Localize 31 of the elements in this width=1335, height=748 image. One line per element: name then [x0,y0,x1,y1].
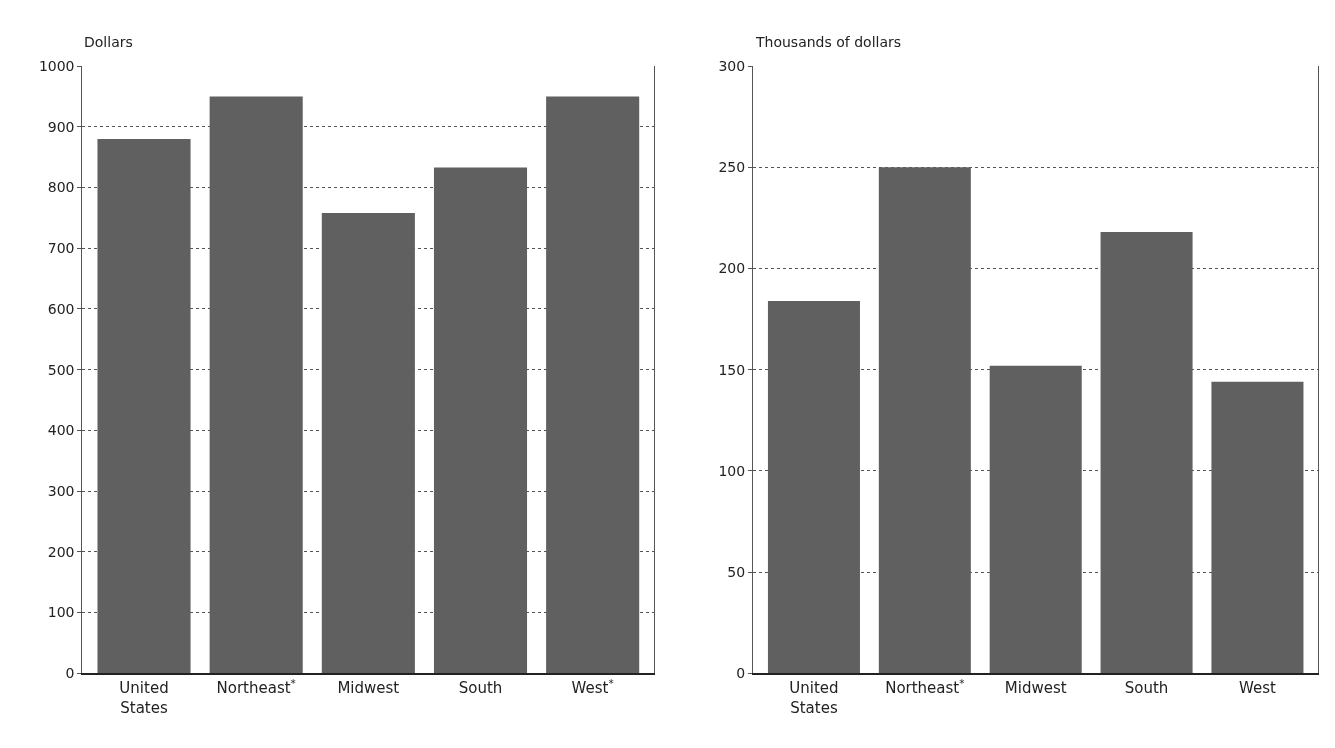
x-tick-label: United States [789,679,839,717]
y-tick-label: 50 [727,563,746,580]
y-tick-label: 0 [65,665,75,682]
y-axis-title: Thousands of dollars [755,34,902,50]
x-tick-label: West [1239,679,1276,698]
x-tick-label: Northeast$^{*}$ [216,676,296,698]
y-tick-label: 100 [718,462,746,479]
x-tick-label: West$^{*}$ [571,676,614,698]
y-tick-label: 200 [718,260,746,277]
y-tick-label: 700 [47,240,75,257]
bar [321,213,415,674]
x-tick-label: Northeast$^{*}$ [885,676,965,698]
y-axis-title: Dollars [84,34,133,50]
x-tick-label: United States [119,679,169,717]
y-tick-label: 100 [47,604,75,621]
x-tick-label: South [458,679,503,698]
y-tick-label: 400 [47,422,75,439]
y-tick-label: 300 [47,482,75,499]
x-tick-label: South [1124,679,1169,698]
y-tick-label: 150 [718,361,746,378]
y-tick-label: 500 [47,361,75,378]
y-tick-label: 1000 [38,58,75,75]
y-tick-label: 200 [47,543,75,560]
y-tick-label: 800 [47,179,75,196]
y-tick-label: 0 [736,665,746,682]
y-tick-label: 250 [718,159,746,176]
x-tick-label: Midwest [337,679,400,698]
y-tick-label: 300 [718,58,746,75]
x-tick-label: Midwest [1004,679,1067,698]
y-tick-label: 900 [47,118,75,135]
y-tick-label: 600 [47,300,75,317]
